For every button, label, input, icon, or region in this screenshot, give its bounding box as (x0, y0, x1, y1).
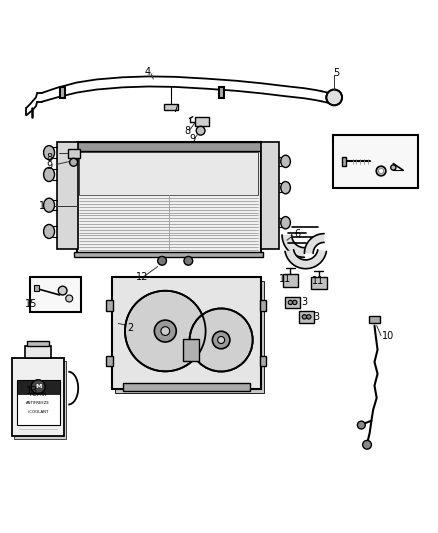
Bar (123, 383, 250, 391)
Bar (285, 297, 300, 308)
Text: 9: 9 (46, 161, 52, 171)
Text: 12: 12 (136, 272, 148, 282)
Bar (283, 274, 298, 287)
Bar (164, 103, 178, 110)
Circle shape (125, 291, 205, 372)
Circle shape (196, 126, 205, 135)
Ellipse shape (44, 224, 55, 238)
Text: 1: 1 (39, 201, 45, 211)
Bar (68, 149, 80, 158)
Circle shape (363, 440, 371, 449)
Circle shape (357, 421, 365, 429)
Bar (12, 359, 64, 437)
Text: 3: 3 (301, 297, 307, 308)
Circle shape (288, 300, 293, 304)
Text: 9: 9 (189, 134, 195, 143)
Bar (106, 356, 113, 367)
Text: 11: 11 (312, 276, 324, 286)
Bar (25, 346, 51, 359)
Circle shape (307, 314, 311, 319)
Circle shape (378, 168, 384, 174)
Bar (369, 316, 380, 324)
Circle shape (190, 309, 253, 372)
Ellipse shape (281, 155, 290, 167)
Ellipse shape (44, 167, 55, 182)
Circle shape (70, 158, 78, 166)
Bar (311, 277, 327, 289)
Text: 7: 7 (172, 104, 178, 114)
Bar (260, 300, 266, 311)
Text: 8: 8 (184, 126, 190, 136)
Bar (14, 361, 66, 439)
Ellipse shape (44, 146, 55, 159)
Text: 13: 13 (26, 386, 39, 397)
Bar (60, 87, 65, 98)
Text: /COOLANT: /COOLANT (28, 409, 48, 414)
Circle shape (161, 327, 170, 335)
Text: 5: 5 (333, 68, 339, 78)
Text: 2: 2 (127, 323, 133, 333)
Circle shape (376, 166, 386, 176)
Bar (261, 142, 279, 249)
Bar (30, 278, 81, 312)
Bar (115, 281, 264, 393)
Circle shape (302, 314, 307, 319)
Polygon shape (285, 250, 326, 269)
Bar (183, 339, 198, 361)
Bar (79, 152, 258, 195)
Circle shape (158, 256, 166, 265)
Circle shape (154, 320, 176, 342)
Bar (74, 252, 263, 257)
Circle shape (184, 256, 193, 265)
Text: ANTIFREEZE: ANTIFREEZE (26, 401, 50, 405)
Bar (333, 135, 418, 188)
Bar (106, 300, 113, 311)
Bar (299, 311, 314, 322)
Bar (77, 142, 261, 253)
Text: 10: 10 (382, 330, 394, 341)
Text: 8: 8 (46, 153, 52, 163)
Bar (342, 157, 346, 166)
Bar (77, 142, 261, 151)
Bar (114, 280, 258, 386)
Text: 6: 6 (294, 229, 300, 239)
Ellipse shape (281, 182, 290, 194)
Circle shape (58, 286, 67, 295)
Bar (27, 341, 49, 346)
Bar (195, 117, 209, 126)
Text: MOPAR: MOPAR (29, 392, 47, 397)
Circle shape (218, 336, 225, 343)
Circle shape (293, 300, 297, 304)
Bar (219, 87, 224, 98)
Text: 15: 15 (25, 298, 38, 309)
Text: 11: 11 (279, 274, 291, 284)
Bar (57, 142, 78, 249)
Circle shape (212, 331, 230, 349)
Bar (112, 278, 261, 389)
Polygon shape (282, 235, 304, 257)
Bar (260, 356, 266, 367)
Circle shape (66, 295, 73, 302)
Text: M: M (35, 384, 41, 389)
Ellipse shape (44, 198, 55, 212)
Text: 3: 3 (313, 312, 319, 322)
Polygon shape (304, 233, 324, 253)
Circle shape (391, 165, 396, 170)
Bar (17, 379, 60, 394)
Ellipse shape (281, 216, 290, 229)
Bar (34, 285, 39, 292)
Text: 4: 4 (145, 67, 151, 77)
Circle shape (31, 379, 45, 394)
Circle shape (326, 90, 342, 106)
Bar (17, 379, 60, 425)
